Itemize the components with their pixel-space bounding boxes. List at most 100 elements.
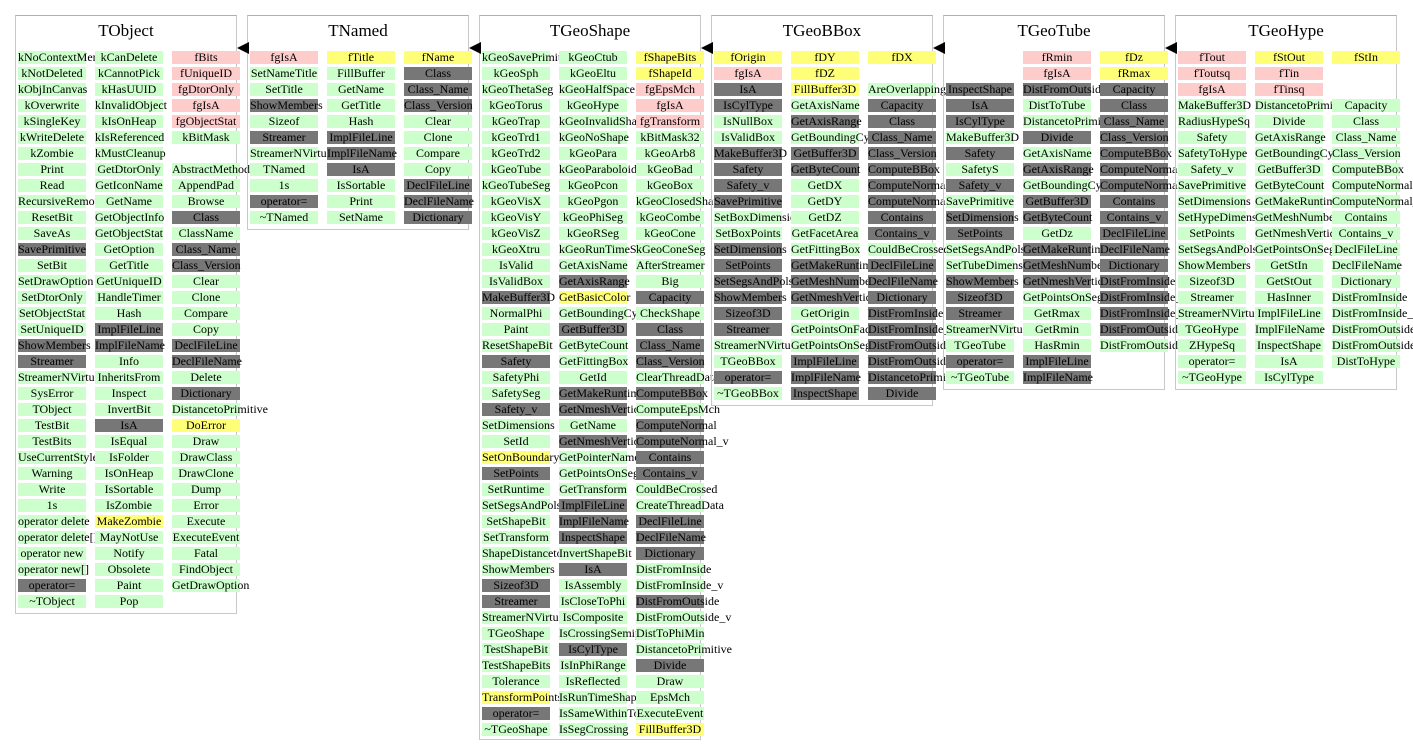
member-item[interactable]: Dictionary [404, 211, 472, 224]
member-item[interactable]: ShowMembers [946, 274, 1019, 288]
member-item[interactable]: SetDtorOnly [18, 291, 86, 304]
member-item[interactable]: DistFromInside [1100, 274, 1176, 288]
member-item[interactable]: DistToHype [1332, 355, 1400, 368]
member-item[interactable]: ShapeDistancetoPrimitive [482, 546, 608, 560]
member-item[interactable]: EpsMch [636, 691, 704, 704]
member-item[interactable]: DeclFileName [1332, 258, 1402, 272]
member-item[interactable]: operator delete[] [18, 530, 98, 544]
member-item[interactable]: Streamer [714, 323, 782, 336]
member-item[interactable]: ~TGeoTube [946, 371, 1014, 384]
member-item[interactable]: DistFromOutside [868, 338, 952, 352]
member-item[interactable]: Class_Version [636, 354, 705, 368]
member-item[interactable]: Clear [172, 275, 240, 288]
member-item[interactable]: TObject [18, 403, 86, 416]
member-item[interactable]: GetName [327, 83, 395, 96]
member-item[interactable]: SetSegsAndPols [482, 498, 562, 512]
member-item[interactable]: Divide [1023, 131, 1091, 144]
member-item[interactable]: IsCylType [946, 115, 1014, 128]
member-item[interactable]: kIsOnHeap [95, 115, 163, 128]
member-item[interactable]: IsA [327, 163, 395, 176]
member-item[interactable]: kCannotPick [95, 67, 163, 80]
member-item[interactable]: operator new[] [18, 562, 89, 576]
member-item[interactable]: ComputeNormal_v [1332, 194, 1413, 208]
member-item[interactable]: SafetyPhi [482, 371, 550, 384]
member-item[interactable]: IsSortable [327, 179, 395, 192]
member-item[interactable]: SetDimensions [482, 418, 555, 432]
member-item[interactable]: TGeoHype [1178, 323, 1246, 336]
member-item[interactable]: Safety_v [482, 403, 550, 416]
member-item[interactable]: GetMakeRuntimeShape [791, 258, 907, 272]
member-item[interactable]: fStIn [1332, 51, 1400, 64]
member-item[interactable]: Safety [1178, 131, 1246, 144]
member-item[interactable]: ImplFileLine [95, 323, 163, 336]
member-item[interactable]: ComputeNormal_v [868, 194, 961, 208]
member-item[interactable]: operator= [482, 707, 550, 720]
member-item[interactable]: fRmin [1023, 51, 1091, 64]
member-item[interactable]: InspectShape [1255, 339, 1323, 352]
member-item[interactable]: Contains [1100, 195, 1168, 208]
member-item[interactable]: SetPoints [1178, 227, 1246, 240]
member-item[interactable]: Contains [1332, 211, 1400, 224]
member-item[interactable]: Class_Version [1100, 130, 1169, 144]
member-item[interactable]: fName [404, 51, 472, 64]
member-item[interactable]: SavePrimitive [714, 194, 782, 208]
member-item[interactable]: Compare [172, 307, 240, 320]
member-item[interactable]: ImplFileName [559, 514, 629, 528]
member-item[interactable]: GetAxisRange [791, 114, 862, 128]
member-item[interactable]: kGeoVisY [482, 211, 550, 224]
member-item[interactable]: InspectShape [559, 531, 627, 544]
member-item[interactable]: operator= [946, 355, 1014, 368]
member-item[interactable]: Class [1332, 115, 1400, 128]
member-item[interactable]: kGeoSavePrimitive [482, 50, 576, 64]
member-item[interactable]: kGeoThetaSeg [482, 82, 554, 96]
member-item[interactable]: SetBoxDimensions [714, 210, 807, 224]
member-item[interactable]: ImplFileName [327, 146, 397, 160]
member-item[interactable]: Write [18, 483, 86, 496]
member-item[interactable]: IsRunTimeShape [559, 690, 642, 704]
member-item[interactable]: Inspect [95, 387, 163, 400]
member-item[interactable]: Divide [1255, 115, 1323, 128]
member-item[interactable]: GetTitle [95, 259, 163, 272]
member-item[interactable]: GetPointsOnSegments [791, 338, 900, 352]
member-item[interactable]: IsA [714, 83, 782, 96]
member-item[interactable]: fShapeId [636, 67, 704, 80]
member-item[interactable]: DeclFileLine [636, 515, 704, 528]
member-item[interactable]: Warning [18, 467, 86, 480]
member-item[interactable]: SetDrawOption [18, 274, 94, 288]
member-item[interactable]: kGeoPara [559, 147, 627, 160]
member-item[interactable]: fShapeBits [636, 51, 704, 64]
member-item[interactable]: HandleTimer [95, 291, 163, 304]
member-item[interactable]: DistFromInside_v [1332, 306, 1413, 320]
member-item[interactable]: DeclFileName [404, 194, 474, 208]
member-item[interactable]: DeclFileLine [404, 179, 472, 192]
member-item[interactable]: SavePrimitive [1178, 178, 1246, 192]
member-item[interactable]: kGeoPcon [559, 179, 627, 192]
member-item[interactable]: Streamer [1178, 291, 1246, 304]
member-item[interactable]: fgIsA [636, 99, 704, 112]
member-item[interactable]: IsOnHeap [95, 467, 163, 480]
member-item[interactable]: GetTitle [327, 99, 395, 112]
member-item[interactable]: SetObjectStat [18, 306, 86, 320]
member-item[interactable]: DeclFileLine [1100, 227, 1168, 240]
member-item[interactable]: kGeoCone [636, 227, 704, 240]
member-item[interactable]: Divide [636, 659, 704, 672]
member-item[interactable]: GetBoundingCylinder [1023, 178, 1130, 192]
member-item[interactable]: fDz [1100, 51, 1168, 64]
member-item[interactable]: DistFromInside [1332, 290, 1408, 304]
member-item[interactable]: ImplFileLine [1255, 307, 1323, 320]
member-item[interactable]: kGeoVisX [482, 195, 550, 208]
member-item[interactable]: IsCrossingSemiplane [559, 626, 661, 640]
member-item[interactable]: Safety [946, 147, 1014, 160]
member-item[interactable]: GetByteCount [1255, 178, 1325, 192]
member-item[interactable]: Print [327, 195, 395, 208]
member-item[interactable]: Class_Name [172, 243, 240, 256]
member-item[interactable]: SetRuntime [482, 483, 550, 496]
member-item[interactable]: fToutsq [1178, 67, 1246, 80]
member-item[interactable]: DistFromOutside_v [636, 610, 732, 624]
member-item[interactable]: SaveAs [18, 227, 86, 240]
member-item[interactable]: DistFromInside [868, 306, 944, 320]
member-item[interactable]: GetPointsOnFacet [791, 322, 879, 336]
member-item[interactable]: fgIsA [1023, 67, 1091, 80]
member-item[interactable]: AfterStreamer [636, 258, 705, 272]
member-item[interactable]: kGeoEltu [559, 67, 627, 80]
